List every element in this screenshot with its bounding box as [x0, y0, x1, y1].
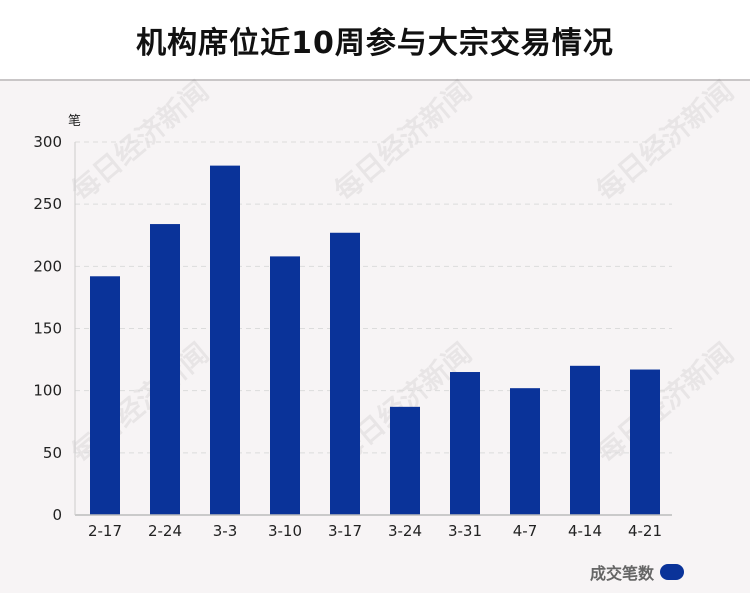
- y-tick-label: 0: [52, 506, 62, 524]
- bar: [510, 388, 540, 515]
- y-tick-label: 200: [33, 257, 62, 275]
- bar: [270, 256, 300, 515]
- y-tick-label: 250: [33, 195, 62, 213]
- legend-label: 成交笔数: [589, 564, 654, 583]
- bar: [90, 276, 120, 515]
- chart-title: 机构席位近10周参与大宗交易情况: [136, 26, 614, 61]
- y-tick-label: 300: [33, 133, 62, 151]
- y-tick-label: 150: [33, 320, 62, 338]
- bar: [330, 232, 360, 515]
- legend-swatch: [660, 564, 684, 580]
- x-tick-label: 2-24: [148, 522, 182, 540]
- bar: [210, 165, 240, 515]
- bar: [390, 406, 420, 515]
- legend: 成交笔数: [590, 560, 684, 584]
- x-tick-label: 4-21: [628, 522, 662, 540]
- x-tick-label: 4-14: [568, 522, 602, 540]
- x-tick-label: 4-7: [513, 522, 538, 540]
- bar: [450, 372, 480, 515]
- x-tick-label: 3-10: [268, 522, 302, 540]
- x-tick-label: 3-17: [328, 522, 362, 540]
- x-tick-label: 2-17: [88, 522, 122, 540]
- bar: [630, 369, 660, 515]
- bar: [150, 224, 180, 515]
- y-axis-unit: 笔: [68, 113, 81, 129]
- x-tick-label: 3-31: [448, 522, 482, 540]
- y-tick-label: 100: [33, 382, 62, 400]
- header-bar: 机构席位近10周参与大宗交易情况: [0, 0, 750, 81]
- x-tick-label: 3-24: [388, 522, 422, 540]
- bar: [570, 365, 600, 515]
- y-tick-label: 50: [43, 444, 62, 462]
- x-tick-label: 3-3: [213, 522, 238, 540]
